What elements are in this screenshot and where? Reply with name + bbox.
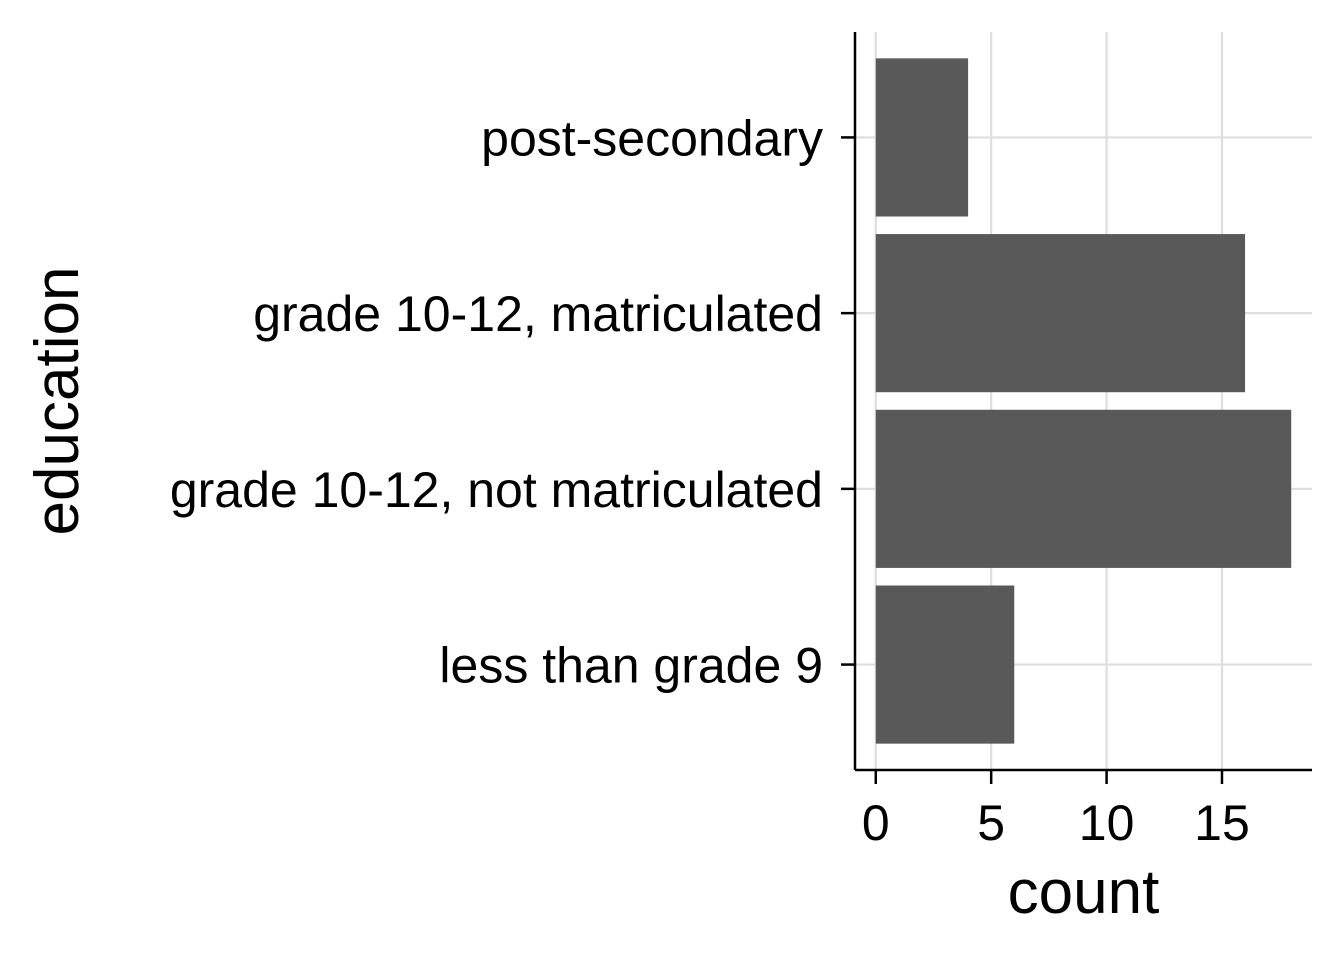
y-tick-label: grade 10-12, not matriculated — [170, 462, 823, 518]
x-axis-title: count — [1008, 858, 1160, 927]
x-axis-ticks: 0 5 10 15 — [862, 770, 1250, 851]
bars — [875, 58, 1292, 744]
bar — [875, 585, 1015, 744]
y-tick-label: less than grade 9 — [439, 638, 823, 694]
y-tick-label: post-secondary — [481, 110, 823, 166]
x-tick-label: 0 — [862, 795, 890, 851]
y-tick-label: grade 10-12, matriculated — [253, 286, 823, 342]
x-tick-label: 10 — [1079, 795, 1135, 851]
x-tick-label: 15 — [1194, 795, 1250, 851]
bar — [875, 234, 1246, 393]
x-tick-label: 5 — [977, 795, 1005, 851]
axes — [853, 32, 1312, 772]
bar — [875, 58, 969, 217]
y-axis-ticks: less than grade 9 grade 10-12, not matric… — [170, 110, 855, 694]
y-axis-title: education — [23, 267, 92, 536]
bar — [875, 409, 1292, 568]
